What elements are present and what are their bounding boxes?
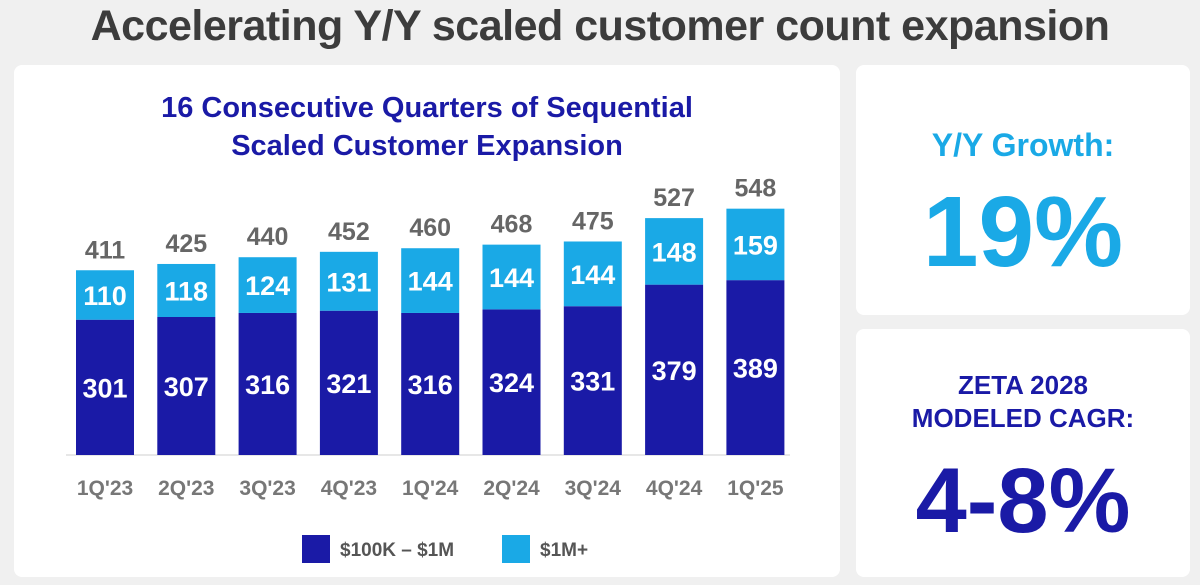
chart-title: 16 Consecutive Quarters of Sequential Sc…	[14, 89, 840, 165]
bar-segment-1m-plus	[157, 263, 216, 318]
cagr-label-line1: ZETA 2028	[957, 370, 1089, 400]
bar-segment-100k-1m	[482, 309, 541, 455]
data-label-1m-plus: 118	[165, 276, 209, 306]
legend-swatch-1m-plus	[502, 535, 530, 563]
bar-segment-1m-plus	[401, 248, 460, 313]
data-label-1m-plus: 148	[652, 237, 697, 267]
cagr-value: 4-8%	[915, 450, 1131, 552]
bar-segment-1m-plus	[238, 257, 297, 313]
total-label: 411	[85, 236, 125, 264]
total-label: 548	[735, 175, 777, 203]
bar-segment-100k-1m	[157, 317, 216, 455]
data-label-1m-plus: 144	[408, 267, 453, 297]
bar-segment-1m-plus	[563, 241, 622, 307]
bar-segment-1m-plus	[76, 270, 134, 320]
page-title: Accelerating Y/Y scaled customer count e…	[90, 2, 1110, 50]
bar-segment-1m-plus	[645, 218, 704, 285]
bar-segment-100k-1m	[319, 310, 378, 455]
data-label-100k-1m: 389	[733, 354, 778, 384]
data-label-100k-1m: 301	[82, 373, 127, 403]
bar-segment-100k-1m	[645, 284, 704, 455]
bar-segment-1m-plus	[482, 244, 541, 310]
growth-value: 19%	[922, 176, 1124, 288]
x-tick-label: 2Q'24	[483, 477, 540, 500]
data-label-100k-1m: 331	[570, 367, 615, 397]
data-label-100k-1m: 316	[245, 370, 290, 400]
growth-label: Y/Y Growth:	[931, 127, 1115, 163]
cagr-card: ZETA 2028 MODELED CAGR: 4-8%	[856, 329, 1190, 577]
x-tick-label: 4Q'23	[321, 477, 377, 500]
data-label-1m-plus: 124	[245, 271, 290, 301]
x-tick-label: 4Q'24	[646, 477, 703, 500]
total-label: 468	[491, 211, 533, 239]
x-tick-label: 2Q'23	[158, 477, 214, 500]
chart-card: 16 Consecutive Quarters of Sequential Sc…	[14, 65, 840, 577]
data-label-100k-1m: 321	[326, 369, 371, 399]
chart-title-line2: Scaled Customer Expansion	[231, 130, 623, 162]
x-tick-label: 1Q'25	[727, 477, 784, 500]
total-label: 460	[409, 214, 451, 242]
x-tick-label: 3Q'23	[239, 477, 295, 500]
total-label: 475	[572, 207, 614, 235]
bar-segment-100k-1m	[76, 319, 134, 455]
bar-segment-1m-plus	[319, 251, 378, 311]
cagr-label: ZETA 2028 MODELED CAGR:	[856, 369, 1190, 435]
bar-segment-100k-1m	[563, 306, 622, 455]
data-label-1m-plus: 159	[733, 230, 778, 260]
total-label: 527	[653, 184, 695, 212]
data-label-100k-1m: 379	[652, 356, 697, 386]
data-label-100k-1m: 324	[489, 368, 534, 398]
cagr-label-line2: MODELED CAGR:	[911, 403, 1135, 433]
legend-label-100k-1m: $100K – $1M	[340, 540, 454, 561]
bar-segment-1m-plus	[726, 208, 785, 281]
data-label-1m-plus: 131	[326, 267, 371, 297]
legend-swatch-100k-1m	[302, 535, 330, 563]
data-label-1m-plus: 144	[489, 263, 534, 293]
bar-segment-100k-1m	[238, 312, 297, 455]
legend-label-1m-plus: $1M+	[540, 540, 588, 561]
data-label-100k-1m: 316	[408, 370, 453, 400]
total-label: 440	[247, 223, 289, 251]
bar-segment-100k-1m	[401, 312, 460, 455]
x-tick-label: 3Q'24	[565, 477, 622, 500]
data-label-1m-plus: 110	[83, 281, 127, 311]
chart-title-line1: 16 Consecutive Quarters of Sequential	[161, 92, 693, 124]
total-label: 425	[165, 230, 207, 258]
data-label-100k-1m: 307	[164, 372, 209, 402]
x-tick-label: 1Q'23	[77, 477, 133, 500]
total-label: 452	[328, 218, 370, 246]
bar-segment-100k-1m	[726, 280, 785, 455]
x-tick-label: 1Q'24	[402, 477, 459, 500]
growth-card: Y/Y Growth: 19%	[856, 65, 1190, 315]
data-label-1m-plus: 144	[570, 260, 615, 290]
stacked-bar-chart: 301 110 411 1Q'23 307 118 425 2Q'23 316 124 440 3Q'…	[66, 175, 790, 563]
